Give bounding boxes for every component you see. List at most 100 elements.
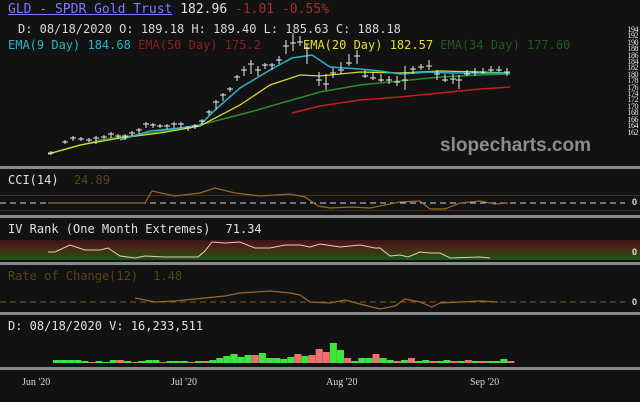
volume-bar (422, 360, 430, 363)
volume-bar (88, 362, 96, 363)
price-tick: 168 (627, 108, 639, 118)
ivrank-panel[interactable]: IV Rank (One Month Extremes) 71.34 0 (0, 218, 640, 262)
volume-bar (60, 360, 68, 363)
ivrank-chart[interactable] (0, 218, 640, 262)
volume-bar (237, 357, 245, 363)
volume-bar (386, 360, 394, 363)
volume-bar (251, 355, 259, 363)
volume-bar (415, 361, 423, 363)
ivrank-label: IV Rank (One Month Extremes) (8, 222, 211, 236)
roc-legend: Rate of Change(12) 1.48 (8, 269, 182, 283)
price-axis: 194 192 190 188 186 184 182 180 178 176 174 172 170 1… (627, 25, 639, 137)
panel-divider[interactable] (0, 312, 640, 315)
volume-bar (379, 358, 387, 363)
volume-bar (358, 358, 366, 363)
price-chart[interactable] (0, 0, 640, 166)
volume-bar (486, 361, 494, 363)
volume-bar (464, 360, 472, 363)
price-tick: 190 (627, 37, 639, 47)
ema9-legend: EMA(9 Day) 184.68 (8, 38, 131, 52)
volume-bar (507, 361, 515, 363)
price-change-pct: -0.55% (281, 2, 329, 17)
ema34-legend: EMA(34 Day) 177.60 (440, 38, 571, 52)
price-tick: 172 (627, 95, 639, 105)
price-tick: 188 (627, 44, 639, 54)
volume-bar (131, 362, 139, 363)
cci-zero-label: 0 (632, 197, 638, 207)
cci-panel[interactable]: CCI(14) 24.89 0 (0, 169, 640, 215)
volume-chart[interactable] (0, 315, 640, 367)
ohlc-line: D: 08/18/2020 O: 189.18 H: 189.40 L: 185… (18, 22, 401, 36)
volume-bar (344, 358, 352, 363)
header-line: GLD - SPDR Gold Trust 182.96 -1.01 -0.55… (8, 3, 329, 17)
volume-bar (329, 343, 337, 363)
volume-panel[interactable]: D: 08/18/2020 V: 16,233,511 (0, 315, 640, 367)
volume-bar (471, 361, 479, 363)
roc-zero-label: 0 (632, 297, 638, 307)
volume-bar (351, 361, 359, 363)
volume-bar (116, 360, 124, 363)
volume-bar (244, 355, 252, 363)
price-tick: 186 (627, 50, 639, 60)
price-change: -1.01 (235, 2, 275, 17)
price-tick: 164 (627, 121, 639, 131)
roc-label: Rate of Change(12) (8, 269, 139, 283)
volume-bar (372, 354, 380, 363)
volume-bar (173, 361, 181, 363)
volume-bar (81, 361, 89, 363)
price-tick: 192 (627, 31, 639, 41)
roc-chart[interactable] (0, 265, 640, 312)
price-tick: 178 (627, 76, 639, 86)
price-tick: 182 (627, 63, 639, 73)
ema50-legend: EMA(50 Day) 175.2 (138, 38, 261, 52)
last-price: 182.96 (180, 2, 228, 17)
cci-value: 24.89 (73, 173, 110, 187)
x-label-aug: Aug '20 (326, 377, 358, 388)
volume-bar (457, 361, 465, 363)
panel-divider[interactable] (0, 166, 640, 169)
volume-bar (53, 360, 60, 363)
volume-bar (393, 361, 401, 363)
price-tick: 174 (627, 89, 639, 99)
volume-bar (258, 353, 266, 363)
price-bars (48, 33, 510, 155)
panel-divider[interactable] (0, 262, 640, 265)
roc-panel[interactable]: Rate of Change(12) 1.48 0 (0, 265, 640, 312)
volume-bar (429, 361, 437, 363)
volume-bar (209, 360, 217, 363)
volume-bar (216, 358, 224, 363)
volume-bar (301, 356, 309, 363)
price-tick: 180 (627, 69, 639, 79)
price-tick: 162 (627, 127, 639, 137)
ivrank-value: 71.34 (225, 222, 262, 236)
cci-label: CCI(14) (8, 173, 59, 187)
cci-legend: CCI(14) 24.89 (8, 173, 110, 187)
panel-divider[interactable] (0, 215, 640, 218)
cci-chart[interactable] (0, 169, 640, 215)
volume-bar (308, 355, 316, 363)
ivrank-legend: IV Rank (One Month Extremes) 71.34 (8, 222, 262, 236)
volume-bar (266, 358, 273, 363)
volume-legend: D: 08/18/2020 V: 16,233,511 (8, 319, 204, 333)
volume-bar (443, 360, 451, 363)
x-label-jun: Jun '20 (22, 377, 51, 388)
volume-bar (138, 361, 146, 363)
price-tick: 184 (627, 57, 639, 67)
volume-bar (230, 354, 238, 363)
price-panel[interactable]: GLD - SPDR Gold Trust 182.96 -1.01 -0.55… (0, 0, 640, 166)
ema-legend: EMA(9 Day) 184.68 EMA(50 Day) 175.2 (8, 38, 261, 52)
volume-bar (287, 357, 295, 363)
price-tick: 194 (627, 25, 639, 34)
panel-divider[interactable] (0, 367, 640, 370)
volume-bar (202, 361, 210, 363)
volume-bar (67, 360, 75, 363)
volume-bar (145, 360, 153, 363)
volume-bar (280, 359, 288, 363)
volume-bar (195, 361, 202, 363)
volume-bar (273, 358, 281, 363)
volume-bar (294, 354, 302, 363)
volume-bar (152, 360, 160, 363)
ema-legend-2: EMA(20 Day) 182.57 EMA(34 Day) 177.60 (303, 38, 570, 52)
symbol-title[interactable]: GLD - SPDR Gold Trust (8, 2, 173, 17)
volume-bar (479, 361, 486, 363)
